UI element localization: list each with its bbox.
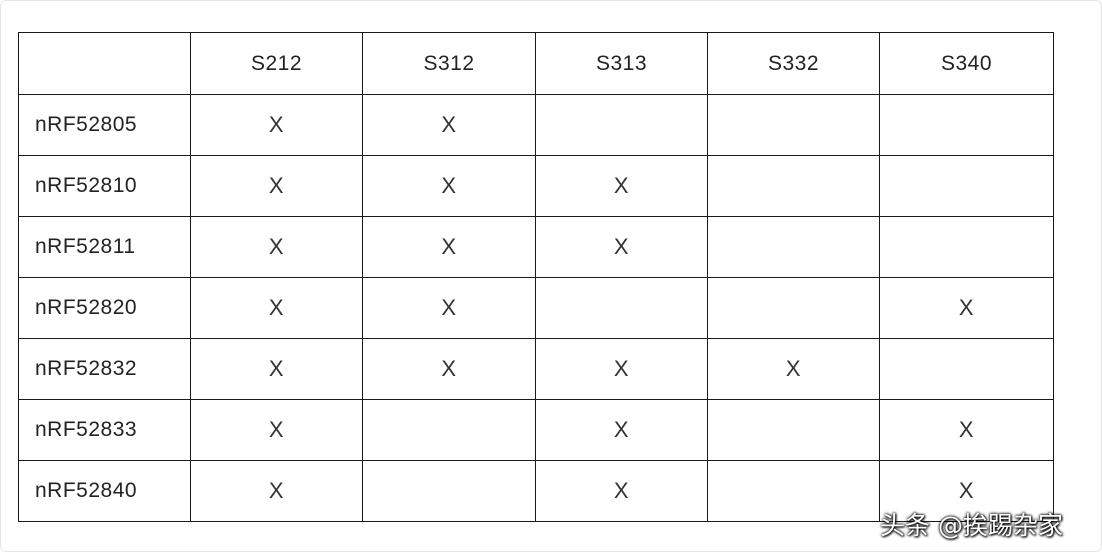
cell-mark: X [190,399,363,461]
empty-cell [707,399,880,461]
row-label: nRF52810 [18,155,191,217]
table-row: nRF52820 X X X [18,277,1054,339]
corner-cell [18,32,191,95]
empty-cell [707,94,880,156]
column-header: S340 [879,32,1054,95]
empty-cell [707,277,880,339]
cell-mark: X [362,216,536,278]
empty-cell [362,460,536,522]
cell-mark: X [879,399,1054,461]
cell-mark: X [535,338,708,400]
row-label: nRF52840 [18,460,191,522]
column-header: S332 [707,32,880,95]
empty-cell [879,338,1054,400]
cell-mark: X [535,460,708,522]
row-label: nRF52811 [18,216,191,278]
empty-cell [707,460,880,522]
cell-mark: X [535,216,708,278]
empty-cell [535,277,708,339]
cell-mark: X [362,155,536,217]
table-row: nRF52805 X X [18,94,1054,156]
row-label: nRF52820 [18,277,191,339]
cell-mark: X [879,277,1054,339]
cell-mark: X [535,399,708,461]
empty-cell [535,94,708,156]
row-label: nRF52833 [18,399,191,461]
empty-cell [707,216,880,278]
cell-mark: X [879,460,1054,522]
cell-mark: X [362,94,536,156]
empty-cell [879,94,1054,156]
table-row: nRF52832 X X X X [18,338,1054,400]
row-label: nRF52805 [18,94,191,156]
watermark: 头条 @挨踢杂家 [880,511,1063,540]
cell-mark: X [707,338,880,400]
cell-mark: X [535,155,708,217]
cell-mark: X [190,460,363,522]
empty-cell [362,399,536,461]
table-row: nRF52811 X X X [18,216,1054,278]
cell-mark: X [190,94,363,156]
table-row: nRF52810 X X X [18,155,1054,217]
table-row: nRF52833 X X X [18,399,1054,461]
column-header: S212 [190,32,363,95]
cell-mark: X [190,277,363,339]
table-row: nRF52840 X X X [18,460,1054,522]
cell-mark: X [362,277,536,339]
cell-mark: X [190,155,363,217]
row-label: nRF52832 [18,338,191,400]
cell-mark: X [190,338,363,400]
empty-cell [879,155,1054,217]
column-header: S313 [535,32,708,95]
empty-cell [879,216,1054,278]
empty-cell [707,155,880,217]
column-header: S312 [362,32,536,95]
header-row: S212 S312 S313 S332 S340 [18,32,1054,95]
cell-mark: X [190,216,363,278]
cell-mark: X [362,338,536,400]
